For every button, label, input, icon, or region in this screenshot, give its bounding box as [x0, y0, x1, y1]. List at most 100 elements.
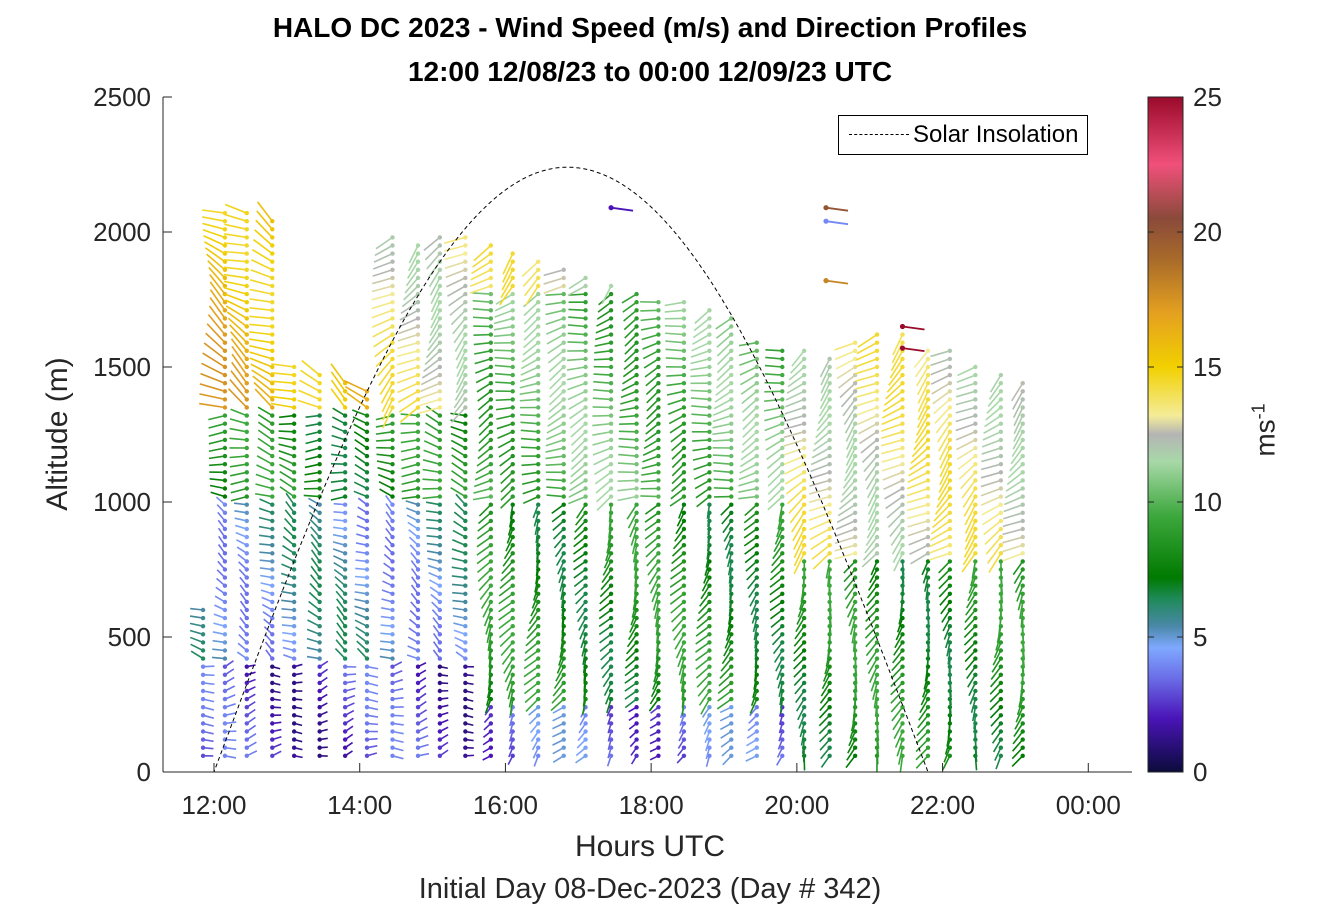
- wind-vector: [716, 366, 732, 382]
- wind-vector-head: [900, 745, 905, 750]
- wind-vector-head: [681, 340, 687, 345]
- wind-vector-head: [488, 599, 494, 605]
- wind-vector-head: [827, 664, 832, 669]
- wind-vector-head: [244, 640, 249, 645]
- wind-vector: [476, 560, 492, 574]
- wind-vector-head: [317, 502, 322, 507]
- wind-vector-head: [583, 640, 588, 645]
- wind-vector-head: [364, 640, 370, 645]
- wind-vector-head: [536, 486, 541, 491]
- wind-vector: [622, 301, 638, 313]
- wind-vector: [251, 259, 273, 271]
- wind-vector-head: [415, 599, 421, 605]
- wind-vector: [906, 479, 929, 490]
- wind-vector: [624, 682, 638, 692]
- wind-vector: [470, 269, 492, 281]
- wind-vector: [279, 414, 295, 419]
- wind-vector-head: [561, 729, 566, 734]
- wind-vector: [249, 323, 273, 328]
- wind-vector-head: [656, 494, 661, 499]
- wind-vector: [444, 252, 466, 261]
- wind-vector-head: [390, 599, 395, 605]
- wind-vector-head: [998, 551, 1004, 556]
- wind-vector: [995, 634, 1002, 651]
- wind-vector: [376, 453, 393, 457]
- wind-vector-head: [634, 664, 639, 669]
- wind-vector: [929, 544, 951, 554]
- wind-vector: [378, 366, 394, 386]
- wind-vector: [583, 666, 587, 682]
- wind-vector: [749, 593, 758, 607]
- wind-vector-head: [874, 559, 880, 564]
- wind-vector: [278, 430, 295, 433]
- wind-vector-head: [510, 567, 515, 572]
- wind-vector-head: [561, 397, 566, 402]
- wind-vector-head: [437, 624, 443, 629]
- wind-vector: [256, 201, 273, 222]
- wind-vector-head: [291, 615, 297, 621]
- wind-vector: [644, 512, 659, 523]
- wind-vector-head: [342, 567, 348, 572]
- wind-vector-head: [852, 405, 858, 410]
- wind-vector-head: [200, 640, 206, 645]
- wind-vector-head: [583, 381, 588, 386]
- wind-vector-head: [463, 607, 468, 613]
- wind-vector-head: [510, 397, 515, 402]
- wind-vector: [955, 431, 976, 441]
- wind-vector: [857, 414, 878, 426]
- wind-vector: [397, 390, 419, 403]
- wind-vector: [982, 431, 1002, 441]
- wind-vector: [852, 634, 856, 652]
- wind-vector-head: [222, 753, 228, 758]
- wind-vector: [495, 398, 513, 402]
- wind-vector: [884, 487, 903, 500]
- wind-vector-head: [244, 267, 249, 272]
- wind-vector: [257, 413, 273, 425]
- wind-vector: [644, 536, 659, 549]
- wind-vector: [906, 495, 929, 504]
- wind-vector: [869, 666, 878, 683]
- wind-vector: [1003, 503, 1023, 513]
- wind-vector: [189, 636, 204, 644]
- wind-vector: [907, 528, 929, 537]
- wind-vector-head: [925, 526, 931, 532]
- wind-vector: [618, 453, 637, 457]
- wind-vector: [874, 699, 878, 717]
- wind-vector-head: [291, 372, 297, 378]
- wind-vector: [855, 390, 878, 399]
- wind-vector-head: [222, 478, 228, 483]
- wind-vector-head: [998, 713, 1004, 718]
- wind-vector: [473, 341, 491, 346]
- wind-vector: [778, 682, 784, 698]
- wind-vector-head: [754, 510, 759, 515]
- wind-vector: [332, 416, 346, 425]
- wind-vector-head: [390, 583, 395, 588]
- wind-vector: [330, 495, 346, 501]
- wind-vector-head: [244, 340, 249, 345]
- wind-vector: [279, 478, 295, 490]
- wind-vector-head: [200, 721, 206, 726]
- wind-vector-head: [270, 332, 275, 337]
- wind-vector-head: [561, 324, 566, 329]
- wind-vector-head: [510, 372, 515, 378]
- wind-vector: [452, 529, 466, 538]
- wind-vector-head: [390, 559, 395, 564]
- wind-vector: [524, 277, 539, 297]
- wind-vector-head: [342, 526, 348, 532]
- wind-vector-head: [390, 591, 395, 596]
- wind-vector-head: [342, 421, 348, 426]
- wind-vector-head: [925, 364, 931, 370]
- wind-vector: [200, 372, 226, 384]
- wind-vector-head: [317, 486, 322, 491]
- wind-vector-head: [415, 721, 421, 726]
- wind-vector: [715, 382, 732, 396]
- wind-vector-head: [729, 389, 734, 394]
- wind-vector-head: [874, 486, 880, 491]
- wind-vector: [229, 437, 247, 441]
- wind-vector: [964, 609, 976, 623]
- wind-vector-head: [437, 656, 443, 661]
- wind-vector: [1020, 609, 1024, 628]
- wind-vector: [401, 479, 419, 486]
- wind-vector-head: [681, 364, 687, 370]
